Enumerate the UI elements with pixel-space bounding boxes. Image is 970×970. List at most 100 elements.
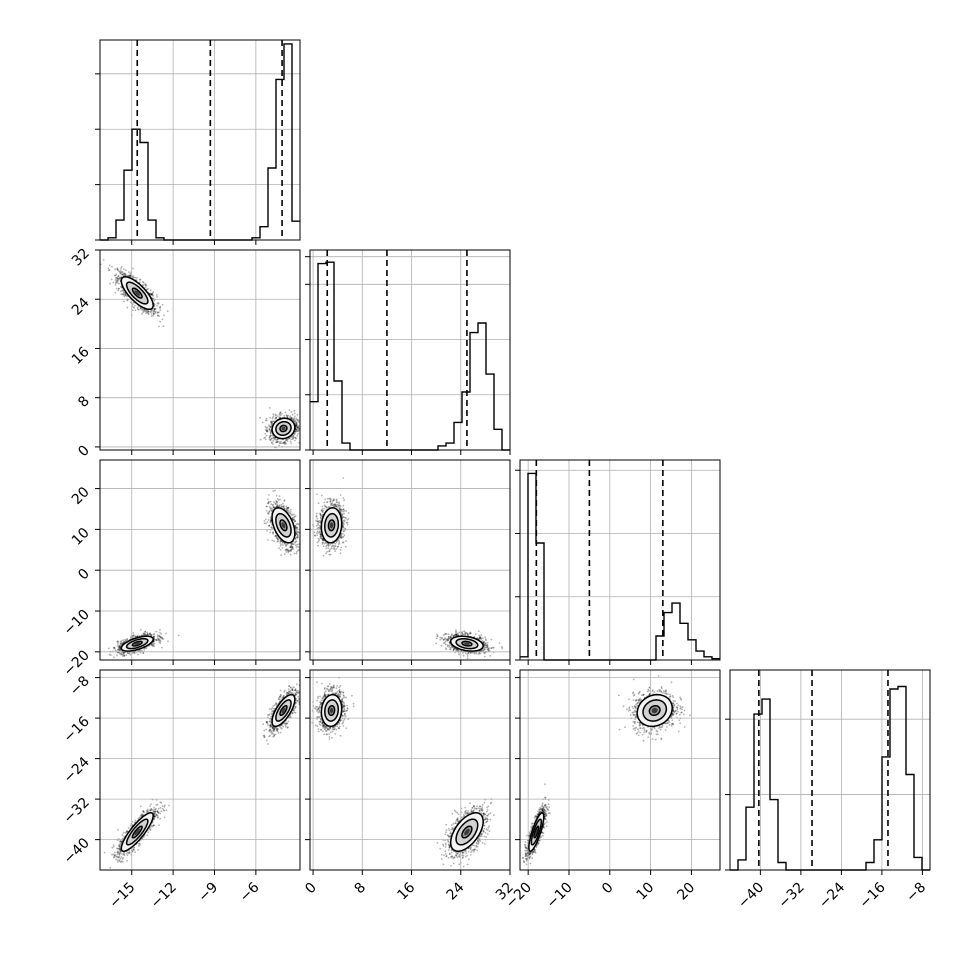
sample-point xyxy=(462,633,465,636)
sample-point xyxy=(119,649,121,652)
sample-point xyxy=(163,314,165,317)
sample-point xyxy=(284,549,287,551)
sample-point xyxy=(151,292,153,295)
sample-point xyxy=(147,310,150,313)
sample-point xyxy=(448,637,450,639)
sample-point xyxy=(465,632,468,634)
sample-point xyxy=(146,631,149,634)
sample-point xyxy=(131,276,134,279)
sample-point xyxy=(452,634,455,637)
sample-point xyxy=(295,546,298,548)
sample-point xyxy=(269,521,272,524)
sample-point xyxy=(119,652,121,655)
sample-point xyxy=(295,422,298,424)
sample-point xyxy=(264,426,267,428)
sample-point xyxy=(112,281,115,284)
sample-point xyxy=(160,636,163,639)
sample-point xyxy=(455,633,458,636)
sample-point xyxy=(292,435,294,438)
sample-point xyxy=(450,633,453,636)
sample-point xyxy=(277,505,280,508)
sample-point xyxy=(153,308,156,310)
sample-point xyxy=(276,498,279,500)
sample-point xyxy=(123,654,126,657)
sample-point xyxy=(271,422,274,425)
sample-point xyxy=(118,276,121,279)
sample-point xyxy=(267,498,269,501)
sample-point xyxy=(152,310,155,312)
sample-point xyxy=(275,414,277,417)
sample-point xyxy=(466,632,469,635)
sample-point xyxy=(265,505,268,508)
sample-point xyxy=(271,504,274,507)
sample-point xyxy=(294,436,297,439)
sample-point xyxy=(157,314,159,317)
sample-point xyxy=(152,311,155,313)
sample-point xyxy=(477,630,480,632)
sample-point xyxy=(270,519,272,522)
sample-point xyxy=(137,635,139,637)
sample-point xyxy=(269,519,272,521)
sample-point xyxy=(118,645,121,648)
sample-point xyxy=(167,640,169,643)
sample-point xyxy=(120,641,123,644)
sample-point xyxy=(265,417,268,420)
sample-point xyxy=(144,283,146,285)
sample-point xyxy=(129,653,132,656)
sample-point xyxy=(302,428,304,430)
sample-point xyxy=(127,652,129,655)
sample-point xyxy=(161,636,164,639)
sample-point xyxy=(151,292,154,295)
sample-point xyxy=(279,498,281,501)
sample-point xyxy=(296,536,299,539)
sample-point xyxy=(290,545,293,548)
sample-point xyxy=(296,414,299,416)
sample-point xyxy=(274,441,277,444)
sample-point xyxy=(113,646,116,649)
sample-point xyxy=(475,652,477,655)
sample-point xyxy=(294,415,296,418)
sample-point xyxy=(276,438,279,441)
sample-point xyxy=(482,649,485,652)
sample-point xyxy=(125,269,127,272)
sample-point xyxy=(464,633,467,636)
sample-point xyxy=(294,420,296,423)
sample-point xyxy=(154,312,157,314)
sample-point xyxy=(483,655,486,658)
sample-point xyxy=(268,407,271,409)
sample-point xyxy=(117,278,119,280)
sample-point xyxy=(464,652,467,655)
sample-point xyxy=(290,417,293,419)
sample-point xyxy=(298,543,300,546)
sample-point xyxy=(152,642,155,645)
sample-point xyxy=(119,642,122,645)
sample-point xyxy=(272,416,274,419)
sample-point xyxy=(296,543,299,546)
sample-point xyxy=(283,542,286,545)
sample-point xyxy=(293,517,295,519)
sample-point xyxy=(144,633,146,636)
sample-point xyxy=(120,652,122,655)
sample-point xyxy=(294,430,297,433)
sample-point xyxy=(158,638,161,641)
sample-point xyxy=(122,652,125,654)
sample-point xyxy=(122,652,125,654)
sample-point xyxy=(278,504,281,506)
sample-point xyxy=(291,513,294,516)
sample-point xyxy=(286,550,289,552)
sample-point xyxy=(276,538,279,541)
sample-point xyxy=(294,540,297,543)
sample-point xyxy=(469,651,472,654)
sample-point xyxy=(271,434,274,437)
sample-point xyxy=(278,416,281,419)
sample-point xyxy=(455,649,458,652)
sample-point xyxy=(115,273,118,276)
sample-point xyxy=(297,531,300,534)
sample-point xyxy=(269,435,272,438)
sample-point xyxy=(275,417,278,419)
sample-point xyxy=(147,312,150,314)
sample-point xyxy=(259,438,262,441)
sample-point xyxy=(129,274,131,276)
sample-point xyxy=(274,503,277,506)
